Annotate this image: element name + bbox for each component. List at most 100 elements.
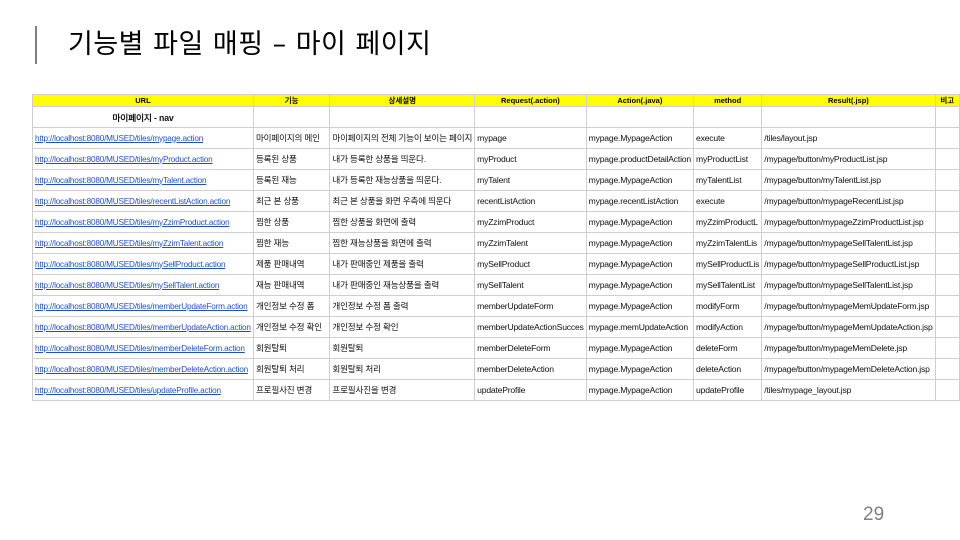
table-row: http://localhost:8080/MUSED/tiles/myZzim… xyxy=(32,211,960,233)
table-cell xyxy=(934,232,960,254)
table-cell: mypage.MypageAction xyxy=(585,358,695,380)
table-cell: 회원탈퇴 xyxy=(252,337,331,359)
page-number: 29 xyxy=(863,504,885,525)
table-cell: mySellProduct xyxy=(474,253,587,275)
table-cell xyxy=(934,337,960,359)
table-cell: myTalentList xyxy=(693,169,763,191)
table-cell: 내가 판매중인 재능상품을 출력 xyxy=(329,274,476,296)
table-cell: /mypage/button/mypageMemUpdateAction.jsp xyxy=(761,316,936,338)
table-cell: memberDeleteForm xyxy=(474,337,587,359)
table-cell xyxy=(934,295,960,317)
table-cell: modifyAction xyxy=(693,316,763,338)
url-link[interactable]: http://localhost:8080/MUSED/tiles/myProd… xyxy=(32,148,254,170)
table-row: http://localhost:8080/MUSED/tiles/mySell… xyxy=(32,253,960,275)
table-row: http://localhost:8080/MUSED/tiles/member… xyxy=(32,295,960,317)
table-cell: mypage.MypageAction xyxy=(585,337,695,359)
url-link[interactable]: http://localhost:8080/MUSED/tiles/update… xyxy=(32,379,254,401)
table-cell: mypage.recentListAction xyxy=(585,190,695,212)
table-row: http://localhost:8080/MUSED/tiles/myProd… xyxy=(32,148,960,170)
url-link[interactable]: http://localhost:8080/MUSED/tiles/recent… xyxy=(32,190,254,212)
url-link[interactable]: http://localhost:8080/MUSED/tiles/myZzim… xyxy=(32,211,254,233)
table-cell: modifyForm xyxy=(693,295,763,317)
url-link[interactable]: http://localhost:8080/MUSED/tiles/member… xyxy=(32,316,254,338)
table-cell: mypage.MypageAction xyxy=(585,253,695,275)
file-mapping-table: URL 기능 상세설명 Request(.action) Action(.jav… xyxy=(32,94,960,401)
table-cell: mypage.MypageAction xyxy=(585,169,695,191)
table-cell: mypage.memUpdateAction xyxy=(585,316,695,338)
url-link[interactable]: http://localhost:8080/MUSED/tiles/mySell… xyxy=(32,253,254,275)
table-cell xyxy=(934,211,960,233)
table-cell: /mypage/button/myProductList.jsp xyxy=(761,148,936,170)
table-cell: mypage xyxy=(474,127,587,149)
table-row: http://localhost:8080/MUSED/tiles/member… xyxy=(32,358,960,380)
table-cell: myProductList xyxy=(693,148,763,170)
table-cell: 등록된 상품 xyxy=(252,148,331,170)
section-row: 마이페이지 - nav xyxy=(32,106,960,128)
table-row: http://localhost:8080/MUSED/tiles/member… xyxy=(32,316,960,338)
table-cell: /mypage/button/myTalentList.jsp xyxy=(761,169,936,191)
table-row: http://localhost:8080/MUSED/tiles/update… xyxy=(32,379,960,401)
table-cell: 내가 판매중인 제품을 출력 xyxy=(329,253,476,275)
table-cell: mypage.MypageAction xyxy=(585,295,695,317)
url-link[interactable]: http://localhost:8080/MUSED/tiles/mySell… xyxy=(32,274,254,296)
table-cell: /tiles/mypage_layout.jsp xyxy=(761,379,936,401)
table-cell: 개인정보 수정 폼 출력 xyxy=(329,295,476,317)
table-cell: myProduct xyxy=(474,148,587,170)
table-cell: 재능 판매내역 xyxy=(252,274,331,296)
table-cell xyxy=(934,148,960,170)
table-cell: execute xyxy=(693,127,763,149)
table-cell: 찜한 상품 xyxy=(252,211,331,233)
table-cell: deleteForm xyxy=(693,337,763,359)
table-cell: mypage.MypageAction xyxy=(585,379,695,401)
table-cell: myZzimProduct xyxy=(474,211,587,233)
table-cell: 회원탈퇴 xyxy=(329,337,476,359)
table-cell: 최근 본 상품을 화면 우측에 띄운다 xyxy=(329,190,476,212)
table-cell: /mypage/button/mypageMemDelete.jsp xyxy=(761,337,936,359)
table-cell xyxy=(934,358,960,380)
table-cell: updateProfile xyxy=(474,379,587,401)
table-cell xyxy=(934,379,960,401)
table-cell: mypage.productDetailAction xyxy=(585,148,695,170)
column-header: 상세설명 xyxy=(329,94,476,107)
table-cell: execute xyxy=(693,190,763,212)
table-cell: myZzimTalentLis xyxy=(693,232,763,254)
table-cell: 등록된 재능 xyxy=(252,169,331,191)
table-cell: mySellTalentList xyxy=(693,274,763,296)
table-cell: mypage.MypageAction xyxy=(585,211,695,233)
table-cell: /mypage/button/mypageMemUpdateForm.jsp xyxy=(761,295,936,317)
table-cell: 마이페이지의 전체 기능이 보이는 페이지 xyxy=(329,127,476,149)
url-link[interactable]: http://localhost:8080/MUSED/tiles/myTale… xyxy=(32,169,254,191)
table-cell: myZzimTalent xyxy=(474,232,587,254)
url-link[interactable]: http://localhost:8080/MUSED/tiles/myZzim… xyxy=(32,232,254,254)
table-cell: memberUpdateForm xyxy=(474,295,587,317)
column-header: Result(.jsp) xyxy=(761,94,936,107)
table-row: http://localhost:8080/MUSED/tiles/mypage… xyxy=(32,127,960,149)
table-cell: /mypage/button/mypageSellTalentList.jsp xyxy=(761,232,936,254)
table-cell xyxy=(934,127,960,149)
table-cell: 찜한 재능 xyxy=(252,232,331,254)
table-cell: 프로필사진 변경 xyxy=(252,379,331,401)
table-cell: memberDeleteAction xyxy=(474,358,587,380)
table-cell: mySellProductLis xyxy=(693,253,763,275)
column-header: Request(.action) xyxy=(474,94,587,107)
url-link[interactable]: http://localhost:8080/MUSED/tiles/member… xyxy=(32,358,254,380)
url-link[interactable]: http://localhost:8080/MUSED/tiles/member… xyxy=(32,295,254,317)
table-cell: 개인정보 수정 확인 xyxy=(329,316,476,338)
slide-title: 기능별 파일 매핑 – 마이 페이지 xyxy=(68,29,432,60)
table-cell: 회원탈퇴 처리 xyxy=(329,358,476,380)
table-cell xyxy=(934,190,960,212)
table-cell: /mypage/button/mypageMemDeleteAction.jsp xyxy=(761,358,936,380)
url-link[interactable]: http://localhost:8080/MUSED/tiles/mypage… xyxy=(32,127,254,149)
url-link[interactable]: http://localhost:8080/MUSED/tiles/member… xyxy=(32,337,254,359)
table-cell: memberUpdateActionSucces xyxy=(474,316,587,338)
table-cell: 개인정보 수정 확인 xyxy=(252,316,331,338)
table-cell: /mypage/button/mypageSellProductList.jsp xyxy=(761,253,936,275)
table-cell: /tiles/layout.jsp xyxy=(761,127,936,149)
table-row: http://localhost:8080/MUSED/tiles/member… xyxy=(32,337,960,359)
table-cell: 프로필사진을 변경 xyxy=(329,379,476,401)
column-header: Action(.java) xyxy=(585,94,695,107)
table-cell xyxy=(934,274,960,296)
table-cell: myTalent xyxy=(474,169,587,191)
table-cell xyxy=(934,169,960,191)
table-cell xyxy=(934,316,960,338)
